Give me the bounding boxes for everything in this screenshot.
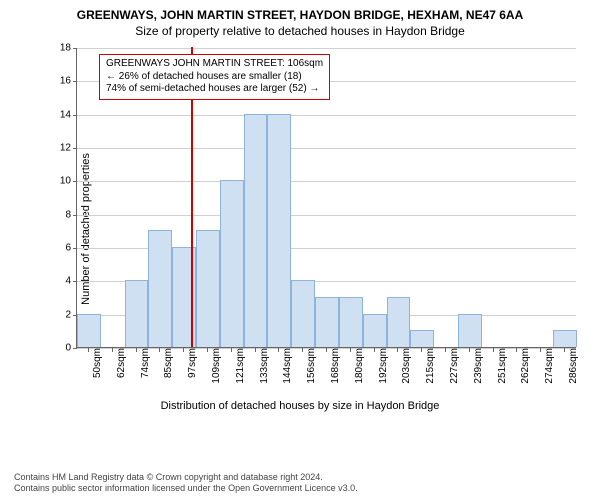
x-tick-mark: [302, 348, 303, 352]
histogram-bar: [410, 330, 434, 347]
histogram-bar: [387, 297, 411, 347]
x-tick-mark: [540, 348, 541, 352]
x-tick-label: 192sqm: [378, 348, 389, 392]
histogram-bar: [125, 280, 149, 347]
y-tick-label: 16: [60, 76, 77, 87]
x-tick-mark: [112, 348, 113, 352]
x-tick-label: 180sqm: [354, 348, 365, 392]
x-tick-mark: [397, 348, 398, 352]
caption-line-2: Contains public sector information licen…: [14, 483, 358, 494]
x-tick-label: 144sqm: [282, 348, 293, 392]
x-tick-label: 203sqm: [401, 348, 412, 392]
x-tick-mark: [564, 348, 565, 352]
histogram-bar: [553, 330, 577, 347]
histogram-bar: [363, 314, 387, 347]
x-tick-mark: [255, 348, 256, 352]
x-tick-label: 109sqm: [211, 348, 222, 392]
x-tick-label: 62sqm: [116, 348, 127, 392]
x-tick-label: 85sqm: [163, 348, 174, 392]
y-tick-label: 10: [60, 176, 77, 187]
annotation-line: 74% of semi-detached houses are larger (…: [106, 83, 323, 96]
y-tick-label: 0: [65, 343, 77, 354]
x-tick-label: 156sqm: [306, 348, 317, 392]
histogram-bar: [458, 314, 482, 347]
title-sub: Size of property relative to detached ho…: [14, 24, 586, 38]
x-tick-label: 97sqm: [187, 348, 198, 392]
x-tick-mark: [159, 348, 160, 352]
figure: GREENWAYS, JOHN MARTIN STREET, HAYDON BR…: [0, 0, 600, 500]
y-tick-label: 18: [60, 43, 77, 54]
y-tick-label: 4: [65, 276, 77, 287]
histogram-bar: [77, 314, 101, 347]
gridline: [77, 215, 576, 216]
y-tick-label: 12: [60, 143, 77, 154]
x-tick-label: 251sqm: [497, 348, 508, 392]
x-tick-label: 133sqm: [259, 348, 270, 392]
x-tick-mark: [88, 348, 89, 352]
y-tick-label: 2: [65, 309, 77, 320]
caption-line-1: Contains HM Land Registry data © Crown c…: [14, 472, 358, 483]
x-tick-label: 286sqm: [568, 348, 579, 392]
x-tick-label: 50sqm: [92, 348, 103, 392]
x-tick-label: 121sqm: [235, 348, 246, 392]
gridline: [77, 115, 576, 116]
x-tick-mark: [516, 348, 517, 352]
x-tick-label: 239sqm: [473, 348, 484, 392]
x-tick-label: 168sqm: [330, 348, 341, 392]
x-tick-mark: [469, 348, 470, 352]
histogram-bar: [148, 230, 172, 347]
chart-area: Number of detached properties 0246810121…: [14, 44, 586, 414]
histogram-bar: [196, 230, 220, 347]
x-tick-mark: [421, 348, 422, 352]
x-tick-mark: [183, 348, 184, 352]
x-tick-mark: [374, 348, 375, 352]
x-tick-label: 274sqm: [544, 348, 555, 392]
gridline: [77, 148, 576, 149]
title-main: GREENWAYS, JOHN MARTIN STREET, HAYDON BR…: [14, 8, 586, 22]
x-tick-mark: [350, 348, 351, 352]
x-tick-label: 215sqm: [425, 348, 436, 392]
y-tick-label: 14: [60, 109, 77, 120]
gridline: [77, 48, 576, 49]
x-tick-label: 262sqm: [520, 348, 531, 392]
source-caption: Contains HM Land Registry data © Crown c…: [14, 472, 358, 494]
x-tick-label: 227sqm: [449, 348, 460, 392]
x-tick-label: 74sqm: [140, 348, 151, 392]
annotation-line: ← 26% of detached houses are smaller (18…: [106, 71, 323, 84]
histogram-bar: [244, 114, 268, 347]
histogram-bar: [315, 297, 339, 347]
x-tick-mark: [136, 348, 137, 352]
histogram-bar: [220, 180, 244, 347]
histogram-bar: [267, 114, 291, 347]
annotation-box: GREENWAYS JOHN MARTIN STREET: 106sqm← 26…: [99, 54, 330, 100]
annotation-line: GREENWAYS JOHN MARTIN STREET: 106sqm: [106, 58, 323, 71]
x-tick-mark: [278, 348, 279, 352]
histogram-bar: [339, 297, 363, 347]
x-tick-mark: [445, 348, 446, 352]
x-axis-label: Distribution of detached houses by size …: [14, 400, 586, 412]
y-tick-label: 6: [65, 243, 77, 254]
x-tick-mark: [326, 348, 327, 352]
y-tick-label: 8: [65, 209, 77, 220]
x-tick-mark: [207, 348, 208, 352]
histogram-bar: [291, 280, 315, 347]
x-tick-mark: [231, 348, 232, 352]
x-tick-mark: [493, 348, 494, 352]
gridline: [77, 181, 576, 182]
